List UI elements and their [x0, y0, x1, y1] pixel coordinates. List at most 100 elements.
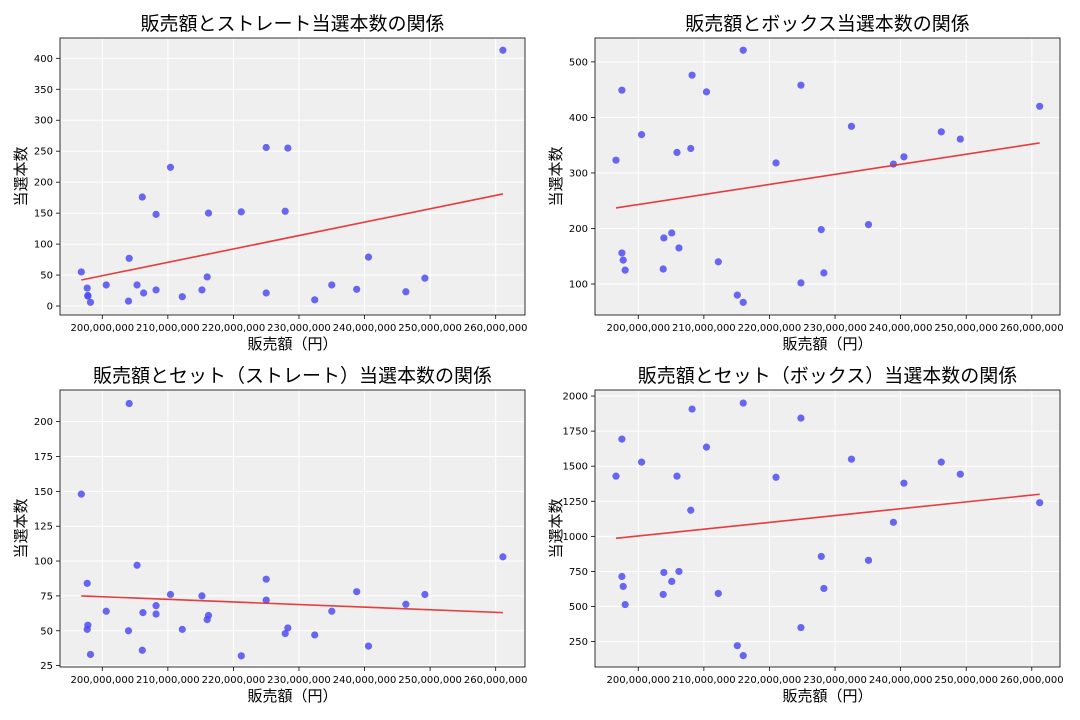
- x-axis-label: 販売額（円）: [782, 335, 872, 353]
- x-tick-label: 200,000,000: [606, 323, 670, 334]
- x-tick-label: 210,000,000: [136, 323, 200, 334]
- data-point: [262, 575, 270, 583]
- data-point: [1036, 499, 1044, 507]
- data-point: [702, 443, 711, 451]
- data-point: [937, 128, 945, 136]
- y-tick-label: 300: [34, 116, 53, 127]
- data-point: [687, 506, 695, 514]
- x-tick-label: 260,000,000: [1000, 675, 1064, 686]
- data-point: [817, 552, 825, 561]
- data-point: [83, 625, 91, 633]
- y-tick-label: 100: [34, 557, 53, 568]
- data-point: [499, 553, 507, 561]
- data-point: [618, 249, 626, 257]
- data-point: [621, 600, 629, 609]
- y-tick-label: 1250: [563, 497, 588, 508]
- data-point: [847, 122, 856, 130]
- y-tick-label: 175: [34, 452, 53, 463]
- y-tick-label: 300: [569, 168, 588, 179]
- data-point: [847, 455, 856, 463]
- y-tick-label: 150: [34, 487, 53, 498]
- data-point: [364, 642, 373, 650]
- y-tick-label: 400: [569, 113, 588, 124]
- data-point: [237, 652, 245, 660]
- y-tick-label: 250: [34, 147, 53, 158]
- data-point: [77, 268, 85, 276]
- data-point: [864, 220, 873, 229]
- y-tick-label: 25: [40, 661, 53, 672]
- data-point: [284, 624, 292, 632]
- data-point: [353, 588, 361, 596]
- data-point: [102, 607, 110, 615]
- data-point: [311, 631, 319, 639]
- data-point: [178, 625, 186, 633]
- data-point: [328, 607, 336, 615]
- chart-title: 販売額とセット（ボックス）当選本数の関係: [638, 365, 1017, 387]
- x-tick-label: 210,000,000: [672, 323, 736, 334]
- data-point: [421, 274, 429, 282]
- data-point: [733, 642, 741, 650]
- data-point: [166, 163, 175, 171]
- y-tick-label: 150: [34, 209, 53, 220]
- data-point: [714, 589, 722, 598]
- chart-title: 販売額とボックス当選本数の関係: [685, 13, 969, 35]
- data-point: [152, 286, 160, 294]
- data-point: [864, 556, 873, 564]
- x-tick-label: 210,000,000: [136, 675, 200, 686]
- x-axis-label: 販売額（円）: [247, 687, 337, 705]
- data-point: [817, 225, 825, 234]
- y-tick-label: 400: [34, 54, 53, 65]
- data-point: [198, 286, 206, 294]
- data-point: [402, 288, 410, 296]
- trend-line: [615, 142, 1040, 209]
- x-tick-label: 200,000,000: [70, 675, 134, 686]
- data-point: [618, 572, 626, 581]
- x-tick-label: 220,000,000: [738, 323, 802, 334]
- y-tick-label: 200: [569, 224, 588, 235]
- data-point: [77, 490, 85, 498]
- y-tick-label: 2000: [563, 392, 588, 403]
- data-point: [139, 289, 148, 297]
- data-point: [688, 71, 696, 79]
- axes-frame: [594, 37, 1061, 316]
- data-point: [364, 253, 373, 261]
- data-point: [956, 470, 964, 478]
- data-point: [739, 46, 747, 54]
- data-point: [702, 88, 711, 96]
- data-point: [83, 284, 91, 292]
- subplot-3: 200,000,000 210,000,000 220,000,000 230,000…: [12, 365, 528, 705]
- data-point: [660, 234, 668, 242]
- y-axis-label: 当選本数: [547, 146, 565, 206]
- data-point: [125, 254, 133, 262]
- x-tick-label: 260,000,000: [464, 323, 528, 334]
- y-tick-label: 50: [40, 626, 53, 637]
- x-tick-label: 200,000,000: [606, 675, 670, 686]
- x-tick-label: 250,000,000: [934, 323, 998, 334]
- x-tick-label: 220,000,000: [202, 675, 266, 686]
- data-point: [820, 269, 828, 277]
- data-point: [353, 285, 361, 293]
- data-point: [675, 567, 683, 576]
- y-axis-label: 当選本数: [12, 146, 30, 206]
- subplot-2: 200,000,000 210,000,000 220,000,000 230,000…: [547, 13, 1064, 353]
- data-point: [733, 291, 741, 299]
- x-axis-label: 販売額（円）: [782, 687, 872, 705]
- data-point: [619, 582, 627, 591]
- x-tick-label: 250,000,000: [934, 675, 998, 686]
- x-tick-label: 230,000,000: [267, 323, 331, 334]
- data-point: [138, 646, 146, 654]
- data-point: [152, 210, 160, 218]
- data-point: [166, 590, 175, 599]
- x-tick-label: 240,000,000: [333, 675, 397, 686]
- y-tick-label: 50: [40, 271, 53, 282]
- x-tick-label: 260,000,000: [464, 675, 528, 686]
- y-tick-label: 100: [34, 240, 53, 251]
- y-tick-label: 100: [569, 280, 588, 291]
- data-point: [659, 265, 667, 273]
- data-point: [820, 584, 828, 593]
- data-point: [262, 596, 270, 604]
- data-point: [797, 414, 805, 422]
- data-point: [133, 561, 141, 569]
- plot-area: [595, 390, 1060, 667]
- data-point: [675, 244, 683, 252]
